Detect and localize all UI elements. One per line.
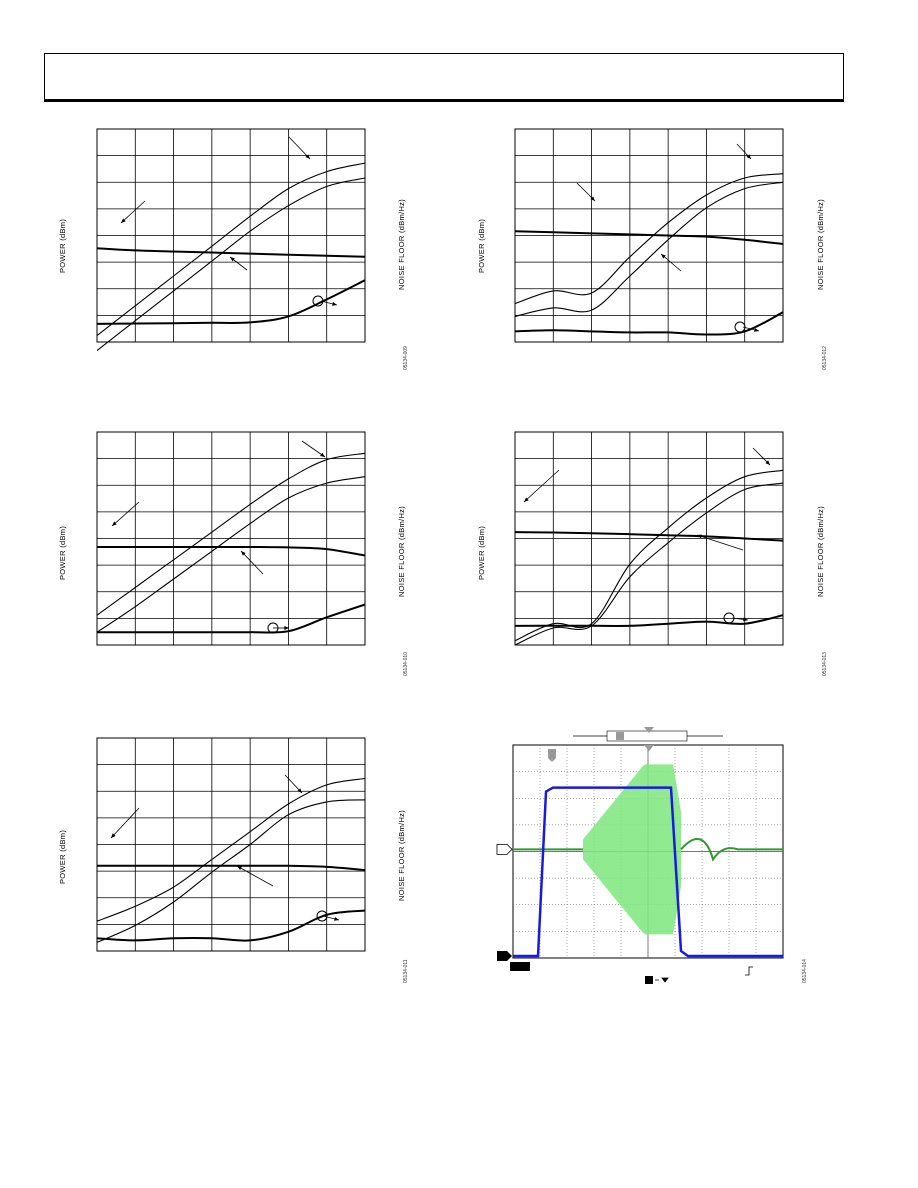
series-line-2: [514, 482, 784, 646]
chart5-ylabel: POWER (dBm): [58, 829, 67, 884]
series-line-1: [514, 469, 784, 642]
chart1-figure-number: 05134-009: [403, 346, 409, 370]
axis-marker-circle: [734, 321, 746, 333]
timebase-window: [606, 730, 688, 742]
annotation-arrowhead: [661, 254, 666, 259]
chart1-plot: [96, 128, 366, 351]
series-line-3: [514, 531, 784, 542]
chart6-scope-plot: [496, 727, 784, 984]
annotation-arrowhead: [697, 534, 702, 539]
chart2-ylabel: POWER (dBm): [477, 218, 486, 273]
chart3-plot: [96, 431, 366, 646]
channel1-scale-badge: [510, 962, 530, 971]
chart5-y2label: NOISE FLOOR (dBm/Hz): [397, 809, 406, 901]
annotation-arrow-line: [110, 807, 140, 839]
series-line-3: [96, 247, 366, 258]
annotation-arrow-line: [288, 136, 311, 160]
trigger-source-icon: [645, 976, 653, 984]
chart5-plot: [96, 737, 366, 952]
chart5-figure-number: 05134-011: [403, 959, 409, 983]
annotation-arrow-line: [301, 440, 326, 458]
chart4-ylabel: POWER (dBm): [477, 525, 486, 580]
annotation-arrowhead: [230, 257, 235, 262]
rf-burst-envelope: [583, 764, 681, 935]
series-line-1: [96, 452, 366, 616]
chart3-ylabel: POWER (dBm): [58, 525, 67, 580]
series-line-3: [96, 545, 366, 557]
annotation-arrowhead: [334, 916, 339, 921]
trigger-position-icon: [644, 727, 654, 733]
series-line-1: [514, 173, 784, 305]
trigger-marker-icon: [644, 745, 654, 751]
page-header-box: [44, 53, 844, 102]
annotation-arrowhead: [754, 327, 759, 332]
trigger-level-icon: [548, 749, 556, 762]
pulse-trace: [513, 786, 783, 958]
axis-marker-circle: [723, 612, 735, 624]
series-line-2: [514, 181, 784, 317]
axis-marker-circle: [316, 910, 328, 922]
series-line-1: [96, 777, 366, 922]
annotation-arrow-line: [523, 469, 560, 503]
annotation-arrowhead: [305, 154, 310, 159]
annotation-arrow-line: [240, 550, 264, 575]
annotation-arrowhead: [590, 196, 595, 201]
annotation-arrowhead: [765, 460, 770, 465]
annotation-arrow-line: [111, 501, 140, 527]
timebase-position-icon: [616, 732, 624, 740]
axis-marker-circle: [312, 295, 324, 307]
annotation-arrowhead: [524, 497, 529, 502]
series-line-3: [96, 864, 366, 872]
annotation-arrowhead: [743, 617, 748, 622]
chart2-plot: [514, 128, 784, 343]
chart3-figure-number: 05134-010: [403, 652, 409, 676]
annotation-arrow-line: [120, 200, 146, 224]
annotation-arrowhead: [746, 154, 751, 159]
annotation-arrowhead: [121, 218, 126, 223]
annotation-arrowhead: [237, 866, 242, 870]
annotation-arrowhead: [297, 788, 302, 793]
series-line-3: [514, 230, 784, 245]
rf-baseline-trace: [513, 838, 783, 862]
annotation-arrow-line: [236, 865, 274, 887]
series-line-4: [514, 614, 784, 627]
chart2-y2label: NOISE FLOOR (dBm/Hz): [816, 198, 825, 290]
annotation-arrowhead: [332, 301, 337, 306]
channel1-ground-icon: [497, 951, 512, 961]
annotation-arrow-line: [696, 534, 744, 551]
trigger-slope-down-icon: [655, 977, 669, 983]
annotation-arrowhead: [320, 452, 325, 457]
annotation-arrowhead: [241, 551, 246, 556]
series-line-1: [96, 162, 366, 337]
chart4-plot: [514, 431, 784, 646]
chart2-figure-number: 05134-012: [822, 346, 828, 370]
annotation-arrowhead: [112, 521, 117, 526]
series-line-4: [96, 603, 366, 634]
chart4-figure-number: 05134-013: [822, 652, 828, 676]
chart1-y2label: NOISE FLOOR (dBm/Hz): [397, 198, 406, 290]
axis-marker-circle: [267, 622, 279, 634]
series-line-2: [96, 476, 366, 633]
series-line-2: [96, 177, 366, 351]
channel2-ground-icon: [496, 843, 513, 855]
trigger-edge-rising-icon: [745, 966, 753, 976]
chart4-y2label: NOISE FLOOR (dBm/Hz): [816, 505, 825, 597]
chart1-ylabel: POWER (dBm): [58, 218, 67, 273]
annotation-arrowhead: [284, 626, 289, 630]
chart3-y2label: NOISE FLOOR (dBm/Hz): [397, 505, 406, 597]
annotation-arrowhead: [111, 833, 116, 838]
series-line-4: [96, 279, 366, 325]
chart6-figure-number: 05134-014: [802, 959, 808, 983]
series-line-2: [96, 799, 366, 943]
